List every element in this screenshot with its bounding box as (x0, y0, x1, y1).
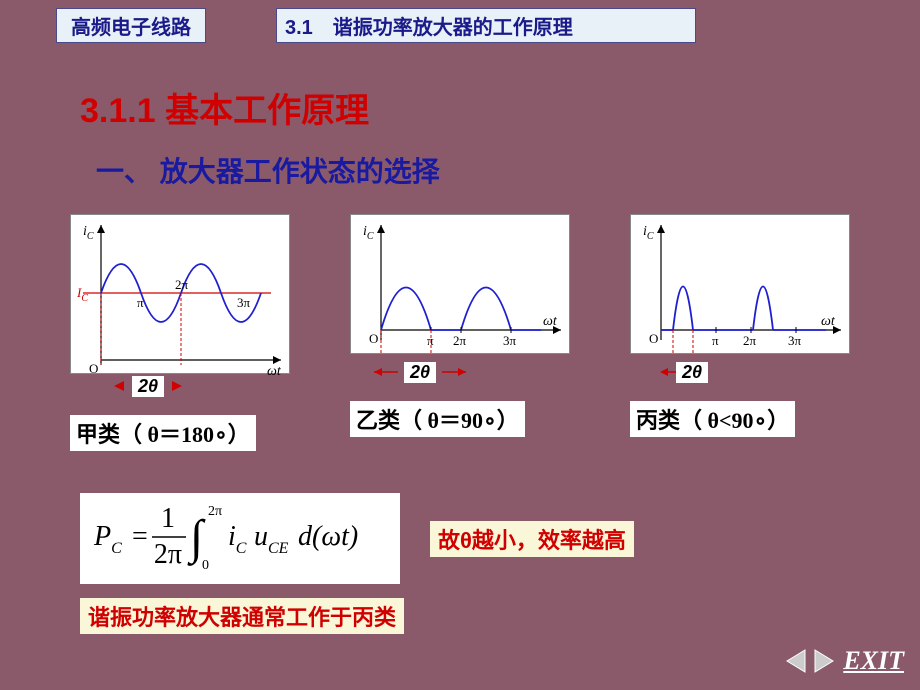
class-a-label: 甲类（ θ＝180∘） (70, 415, 256, 451)
theta-marker-a: 2θ (132, 376, 164, 397)
svg-text:ωt: ωt (543, 314, 558, 329)
prev-button[interactable] (783, 648, 809, 674)
theta-marker-b: 2θ (404, 362, 436, 383)
svg-text:=: = (132, 521, 148, 552)
svg-text:2π: 2π (743, 333, 757, 348)
chart-class-b-plot: iC ωt O π 2π 3π (350, 214, 570, 354)
chart-class-b: iC ωt O π 2π 3π 2θ (350, 214, 570, 437)
svg-text:ωt: ωt (821, 314, 836, 329)
svg-text:3π: 3π (788, 333, 802, 348)
svg-text:2π: 2π (208, 504, 222, 519)
conclusion-efficiency: 故θ越小，效率越高 (430, 521, 634, 557)
svg-text:PC: PC (93, 521, 122, 557)
svg-text:O: O (369, 331, 378, 346)
svg-text:2π: 2π (453, 333, 467, 348)
svg-text:1: 1 (161, 503, 175, 534)
svg-text:0: 0 (202, 558, 209, 573)
class-b-label: 乙类（ θ＝90∘） (350, 401, 525, 437)
svg-text:3π: 3π (503, 333, 517, 348)
nav-controls: EXIT (783, 646, 904, 676)
svg-text:iC: iC (363, 224, 374, 242)
exit-link[interactable]: EXIT (843, 646, 904, 676)
chart-class-a-plot: iC ωt O IC π 2π 3π (70, 214, 290, 374)
next-button[interactable] (811, 648, 837, 674)
svg-text:iC: iC (83, 224, 94, 242)
chart-class-a: iC ωt O IC π 2π 3π 2θ 甲类（ θ＝180∘） (70, 214, 290, 451)
sub-title: 一、 放大器工作状态的选择 (96, 150, 920, 190)
svg-text:ωt: ωt (267, 364, 282, 375)
svg-text:d(ωt): d(ωt) (298, 521, 358, 552)
svg-text:uCE: uCE (254, 521, 289, 557)
svg-text:π: π (137, 295, 144, 310)
class-c-label: 丙类（ θ<90∘） (630, 401, 795, 437)
svg-text:IC: IC (76, 285, 88, 304)
svg-text:iC: iC (228, 521, 247, 557)
svg-text:2π: 2π (175, 277, 189, 292)
theta-marker-c: 2θ (676, 362, 708, 383)
conclusion-class-c: 谐振功率放大器通常工作于丙类 (80, 598, 404, 634)
svg-text:π: π (712, 333, 719, 348)
svg-text:2π: 2π (154, 539, 182, 570)
svg-text:iC: iC (643, 224, 654, 242)
header-course-name: 高频电子线路 (56, 8, 206, 43)
svg-text:O: O (649, 331, 658, 346)
section-title: 3.1.1 基本工作原理 (80, 83, 920, 132)
chart-class-c-plot: iC ωt O π 2π 3π (630, 214, 850, 354)
header-bar: 高频电子线路 3.1 谐振功率放大器的工作原理 (0, 0, 920, 43)
chart-class-c: iC ωt O π 2π 3π (630, 214, 850, 437)
header-chapter-title: 3.1 谐振功率放大器的工作原理 (276, 8, 696, 43)
waveform-charts-row: iC ωt O IC π 2π 3π 2θ 甲类（ θ＝180∘） (70, 214, 920, 451)
svg-text:3π: 3π (237, 295, 251, 310)
svg-text:O: O (89, 361, 98, 375)
power-formula: PC = 1 2π ∫ 2π 0 iC uCE d(ωt) (80, 493, 400, 584)
formula-row: PC = 1 2π ∫ 2π 0 iC uCE d(ωt) 故θ越小，效率越高 (80, 493, 920, 584)
